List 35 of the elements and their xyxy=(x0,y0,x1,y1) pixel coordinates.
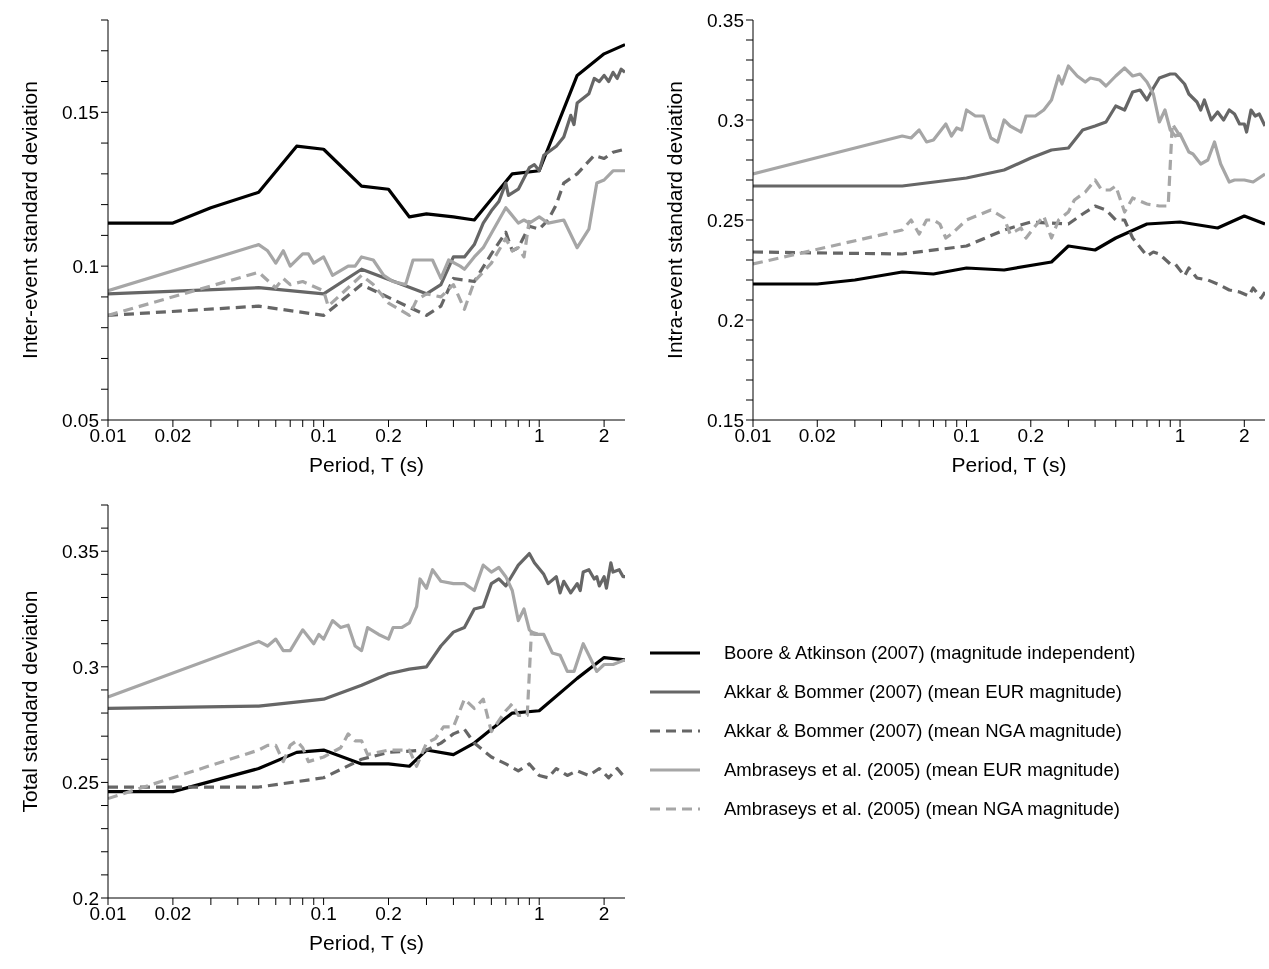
y-axis-title: Total standard deviation xyxy=(18,590,42,813)
x-tick-label: 0.1 xyxy=(310,425,337,447)
x-axis-title: Period, T (s) xyxy=(309,931,424,954)
legend-label: Ambraseys et al. (2005) (mean NGA magnitude) xyxy=(724,797,1120,820)
x-tick-label: 0.2 xyxy=(1017,425,1044,447)
y-tick-label: 0.25 xyxy=(707,209,744,231)
x-tick-label: 0.02 xyxy=(798,425,836,447)
x-tick-label: 0.2 xyxy=(375,425,402,447)
y-tick-label: 0.35 xyxy=(62,540,99,562)
x-tick-label: 1 xyxy=(533,425,545,447)
y-tick-label: 0.25 xyxy=(62,772,99,794)
x-tick-label: 0.02 xyxy=(154,903,192,925)
legend-label: Boore & Atkinson (2007) (magnitude independent) xyxy=(724,641,1136,664)
y-tick-label: 0.2 xyxy=(717,309,744,331)
x-tick-label: 0.2 xyxy=(375,903,402,925)
y-axis-title: Intra-event standard deviation xyxy=(663,81,687,359)
legend-label: Akkar & Bommer (2007) (mean NGA magnitude) xyxy=(724,719,1122,742)
x-axis-title: Period, T (s) xyxy=(951,453,1067,476)
y-tick-label: 0.3 xyxy=(72,656,99,678)
x-axis-title: Period, T (s) xyxy=(309,453,424,476)
x-tick-label: 0.02 xyxy=(154,425,192,447)
x-tick-label: 0.1 xyxy=(310,903,337,925)
x-tick-label: 2 xyxy=(1239,425,1250,447)
x-tick-label: 1 xyxy=(533,903,545,925)
y-tick-label: 0.15 xyxy=(62,102,99,124)
legend-label: Akkar & Bommer (2007) (mean EUR magnitude) xyxy=(724,680,1122,703)
x-tick-label: 0.1 xyxy=(953,425,980,447)
legend-label: Ambraseys et al. (2005) (mean EUR magnitude) xyxy=(724,758,1120,781)
y-tick-label: 0.35 xyxy=(707,9,744,31)
x-tick-label: 2 xyxy=(598,903,610,925)
x-tick-label: 1 xyxy=(1174,425,1186,447)
y-tick-label: 0.1 xyxy=(72,255,99,277)
x-tick-label: 2 xyxy=(598,425,610,447)
y-axis-title: Inter-event standard deviation xyxy=(18,81,42,359)
y-tick-label: 0.3 xyxy=(717,109,744,131)
